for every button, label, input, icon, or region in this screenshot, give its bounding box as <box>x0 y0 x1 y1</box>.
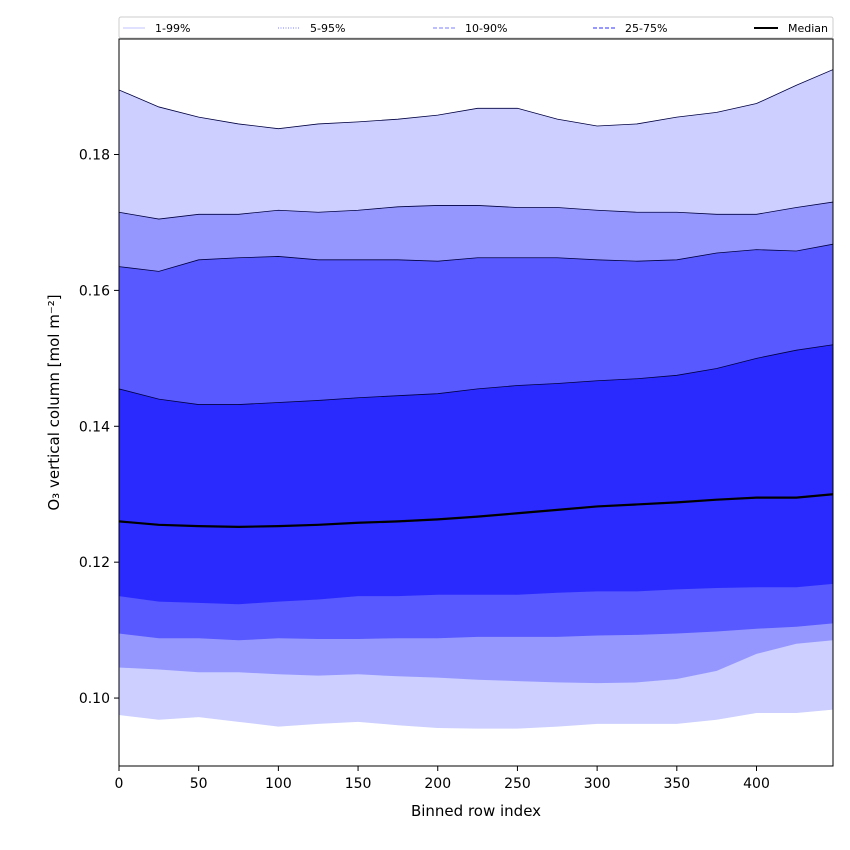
x-tick-label: 200 <box>424 776 451 792</box>
y-axis-title: O₃ vertical column [mol m⁻²] <box>45 294 63 510</box>
x-tick-label: 50 <box>190 776 208 792</box>
legend-label-10-90: 10-90% <box>465 22 507 35</box>
median-layer <box>119 493 833 528</box>
legend: 1-99% 5-95% 10-90% 25-75% Median <box>118 16 834 39</box>
y-tick-label: 0.18 <box>79 148 110 164</box>
legend-label-Median: Median <box>788 22 828 35</box>
x-tick-label: 350 <box>663 776 690 792</box>
y-tick-label: 0.14 <box>79 419 110 435</box>
x-tick-label: 300 <box>584 776 611 792</box>
plot-frame <box>118 38 834 767</box>
band-1-99-upper-edge <box>119 69 833 130</box>
plot-area <box>119 69 833 729</box>
legend-label-5-95: 5-95% <box>310 22 345 35</box>
band-edge-lines <box>119 69 833 405</box>
x-tick-label: 150 <box>345 776 372 792</box>
x-axis-title: Binned row index <box>411 802 541 820</box>
y-tick-label: 0.10 <box>79 691 110 707</box>
band-10-90-upper-edge <box>119 243 833 272</box>
median-line <box>119 493 833 528</box>
legend-label-1-99: 1-99% <box>155 22 190 35</box>
x-tick-label: 250 <box>504 776 531 792</box>
x-tick-label: 100 <box>265 776 292 792</box>
x-axis: 0 50 100 150 200 250 300 350 400 <box>115 766 770 792</box>
legend-label-25-75: 25-75% <box>625 22 667 35</box>
y-tick-label: 0.12 <box>79 555 110 571</box>
band-5-95-upper-edge <box>119 201 833 220</box>
legend-box <box>118 16 834 39</box>
band-25-75-upper-edge <box>119 344 833 405</box>
y-axis: 0.10 0.12 0.14 0.16 0.18 <box>79 148 119 707</box>
percentile-bands <box>119 69 833 729</box>
y-tick-label: 0.16 <box>79 283 110 299</box>
x-tick-label: 400 <box>743 776 770 792</box>
x-tick-label: 0 <box>115 776 124 792</box>
band-25-75-area <box>119 344 833 605</box>
